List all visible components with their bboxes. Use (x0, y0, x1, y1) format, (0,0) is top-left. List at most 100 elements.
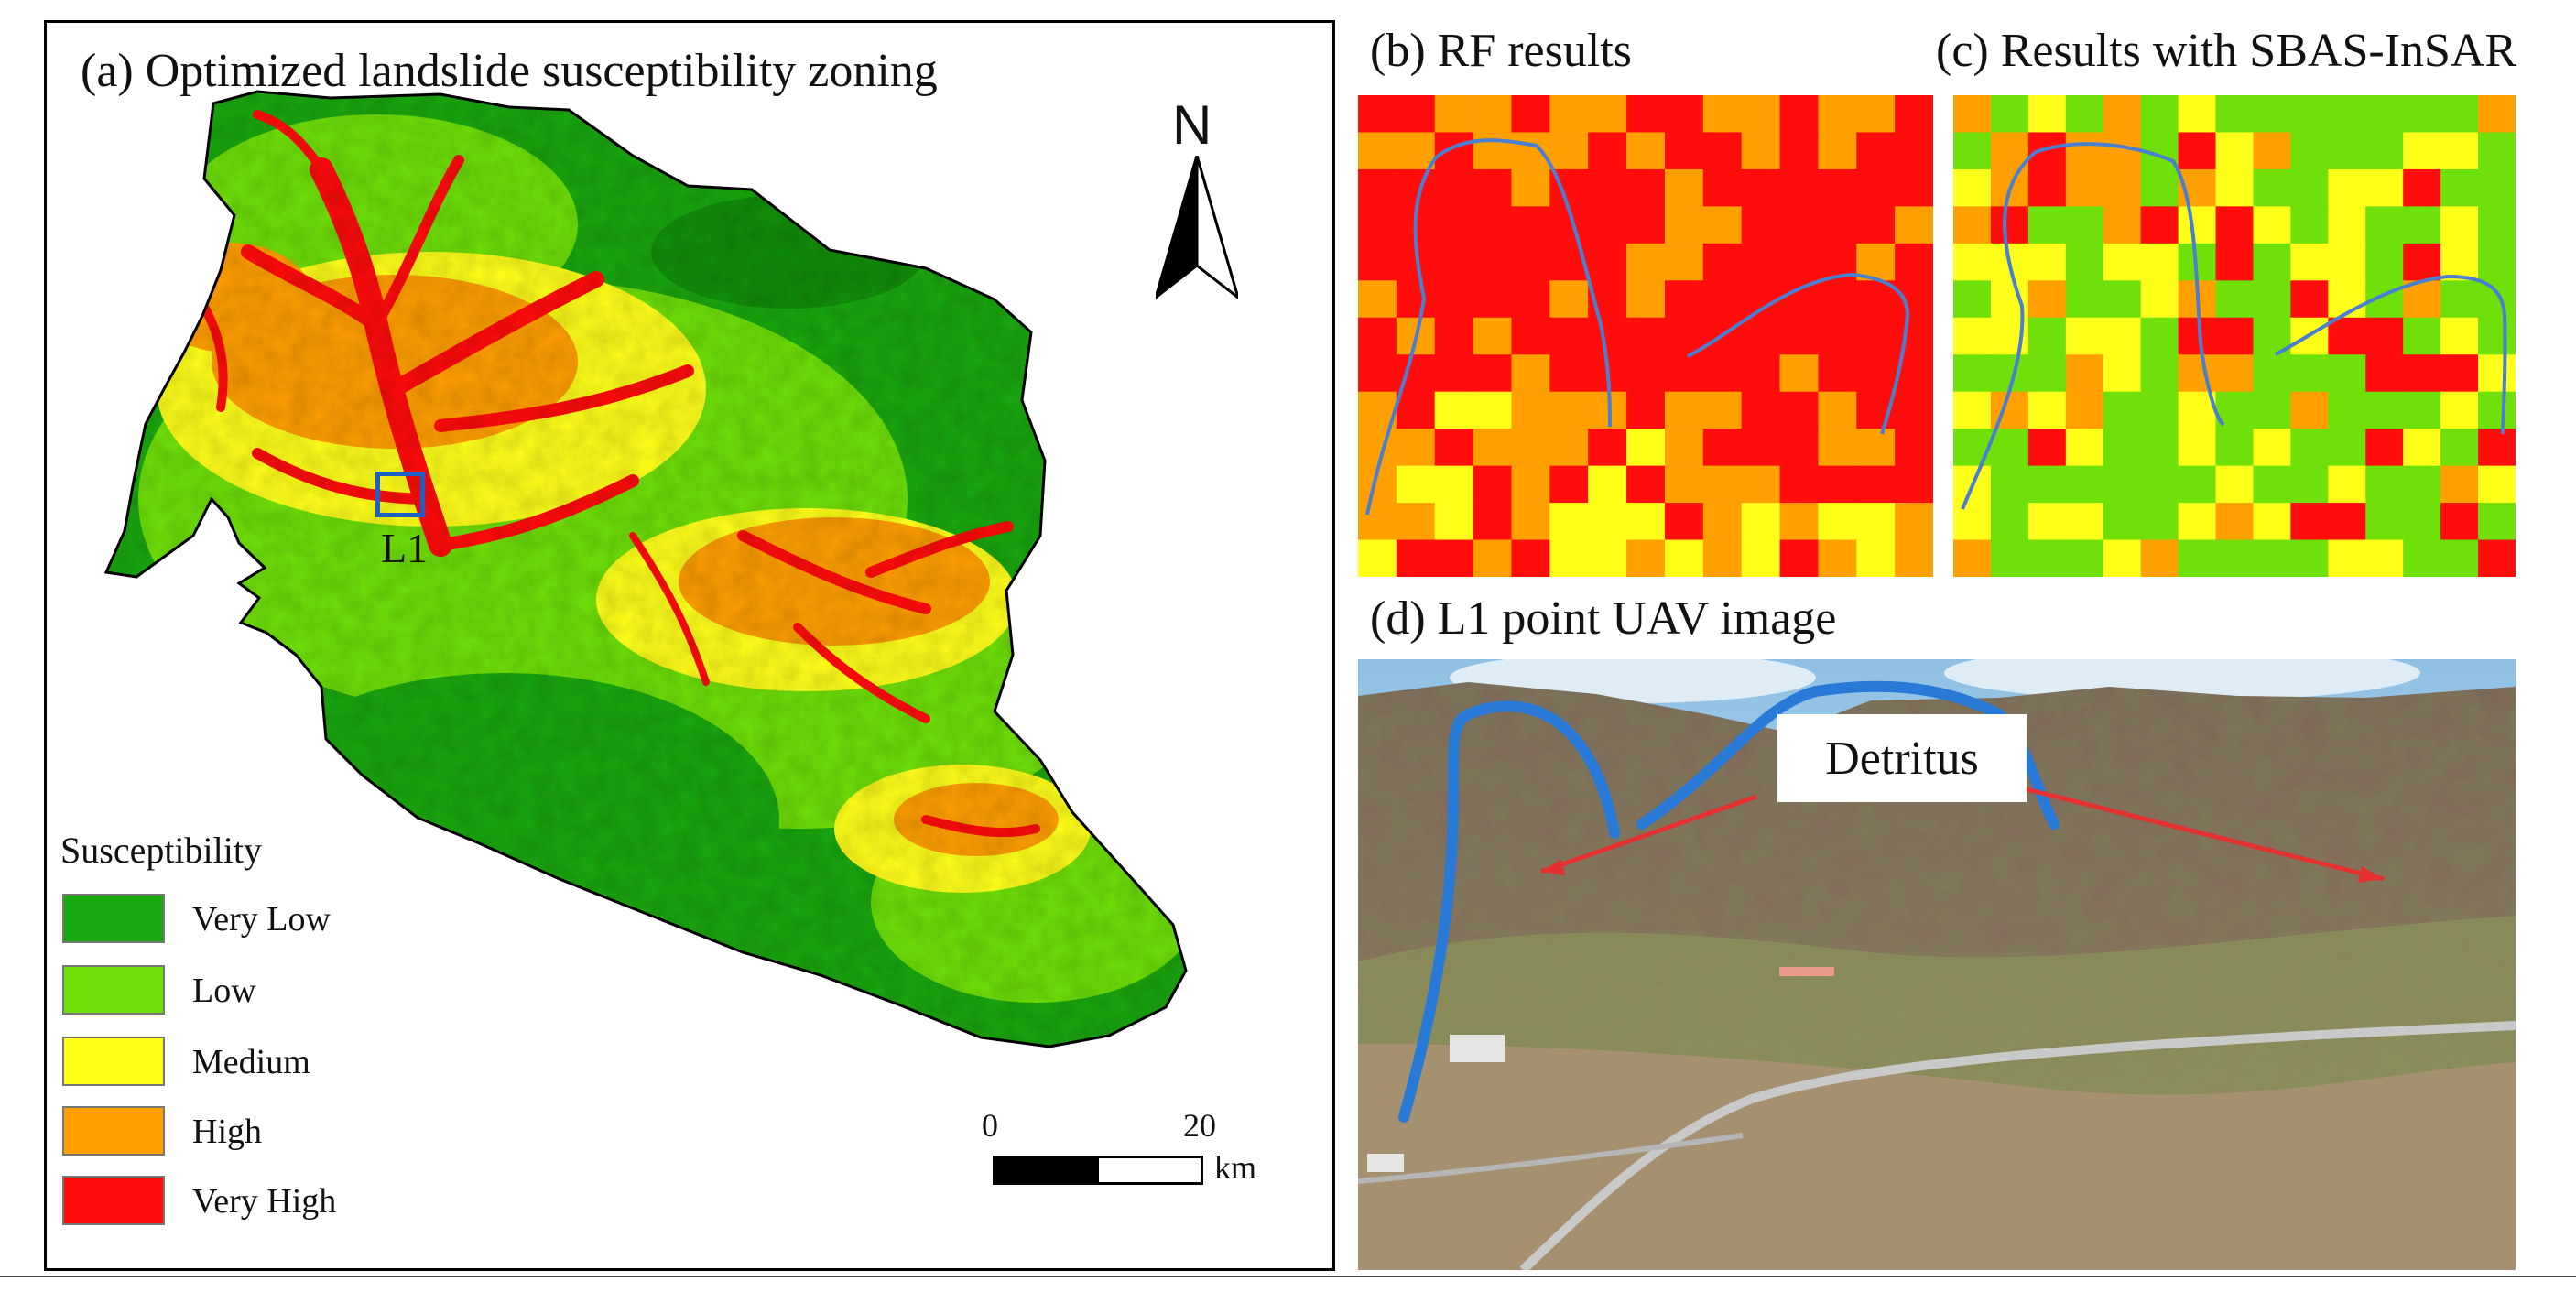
grid-cell (1779, 317, 1819, 355)
grid-cell (2365, 391, 2404, 429)
grid-cell (1549, 503, 1589, 541)
grid-cell (1702, 465, 1743, 504)
grid-cell (2253, 95, 2291, 134)
grid-cell (2140, 206, 2179, 244)
legend-label: Medium (192, 1043, 310, 1081)
grid-cell (1434, 243, 1474, 281)
grid-cell (2253, 243, 2291, 281)
grid-cell (1818, 95, 1857, 134)
grid-cell (1895, 168, 1933, 207)
grid-cell (1549, 280, 1589, 319)
grid-cell (1358, 168, 1397, 207)
grid-cell (1856, 95, 1896, 134)
grid-cell (2403, 429, 2441, 467)
grid-cell (1396, 465, 1436, 504)
sbas-insar-result-grid (1953, 95, 2516, 577)
grid-cell (1953, 391, 1992, 429)
grid-cell (1434, 391, 1474, 429)
grid-cell (1664, 168, 1704, 207)
susceptibility-map (103, 90, 1188, 1048)
grid-cell (2027, 280, 2067, 319)
grid-cell (1473, 503, 1513, 541)
grid-cell (2178, 206, 2217, 244)
grid-cell (2140, 95, 2179, 134)
grid-cell (2253, 206, 2291, 244)
grid-cell (2103, 465, 2142, 504)
grid-cell (1741, 539, 1781, 577)
panel-a-title: (a) Optimized landslide susceptibility z… (81, 45, 938, 97)
grid-cell (1953, 429, 1992, 467)
grid-cell (1702, 354, 1743, 393)
grid-cell (2178, 429, 2217, 467)
grid-cell (1741, 391, 1781, 429)
grid-cell (2215, 168, 2255, 207)
grid-cell (1396, 95, 1436, 134)
grid-cell (1549, 539, 1589, 577)
grid-cell (1779, 243, 1819, 281)
grid-cell (2328, 168, 2366, 207)
landslide-boundary-right (2275, 274, 2507, 435)
grid-cell (1895, 206, 1933, 244)
grid-cell (2215, 539, 2255, 577)
grid-cell (2440, 95, 2479, 134)
grid-cell (1588, 132, 1627, 170)
grid-cell (1358, 539, 1397, 577)
grid-cell (1358, 132, 1397, 170)
grid-cell (1818, 391, 1857, 429)
legend-label: High (192, 1113, 262, 1151)
grid-cell (1990, 465, 2029, 504)
grid-cell (1702, 206, 1743, 244)
grid-cell (2290, 95, 2329, 134)
grid-cell (2027, 317, 2067, 355)
grid-cell (1664, 95, 1704, 134)
grid-cell (2440, 539, 2479, 577)
grid-cell (1511, 280, 1550, 319)
grid-cell (1511, 429, 1550, 467)
grid-cell (1818, 354, 1857, 393)
grid-cell (1549, 317, 1589, 355)
grid-cell (1473, 539, 1513, 577)
grid-cell (2103, 95, 2142, 134)
grid-cell (2440, 132, 2479, 170)
uav-photo: Detritus (1358, 659, 2516, 1270)
grid-cell (1953, 206, 1992, 244)
grid-cell (1434, 503, 1474, 541)
grid-cell (1779, 168, 1819, 207)
grid-cell (2253, 168, 2291, 207)
grid-cell (1511, 132, 1550, 170)
grid-cell (2403, 132, 2441, 170)
grid-cell (2253, 132, 2291, 170)
grid-cell (1626, 132, 1666, 170)
grid-cell (1549, 391, 1589, 429)
grid-cell (1588, 206, 1627, 244)
grid-cell (2403, 391, 2441, 429)
grid-cell (2140, 391, 2179, 429)
grid-cell (2478, 503, 2516, 541)
legend-label: Very High (192, 1182, 337, 1221)
grid-cell (1895, 429, 1933, 467)
grid-cell (1396, 132, 1436, 170)
grid-cell (2365, 429, 2404, 467)
grid-cell (2365, 168, 2404, 207)
grid-cell (1588, 539, 1627, 577)
grid-cell (1818, 280, 1857, 319)
scale-bar (993, 1156, 1203, 1185)
grid-cell (1626, 95, 1666, 134)
grid-cell (1588, 391, 1627, 429)
grid-cell (2253, 429, 2291, 467)
grid-cell (2065, 243, 2104, 281)
grid-cell (2027, 168, 2067, 207)
grid-cell (2215, 317, 2255, 355)
grid-cell (2215, 354, 2255, 393)
grid-cell (2403, 206, 2441, 244)
grid-cell (2140, 465, 2179, 504)
grid-cell (2478, 465, 2516, 504)
grid-cell (1664, 317, 1704, 355)
grid-cell (1626, 465, 1666, 504)
grid-cell (2440, 206, 2479, 244)
grid-cell (2065, 503, 2104, 541)
grid-cell (2215, 95, 2255, 134)
grid-cell (2027, 243, 2067, 281)
grid-cell (2328, 539, 2366, 577)
grid-cell (2103, 317, 2142, 355)
